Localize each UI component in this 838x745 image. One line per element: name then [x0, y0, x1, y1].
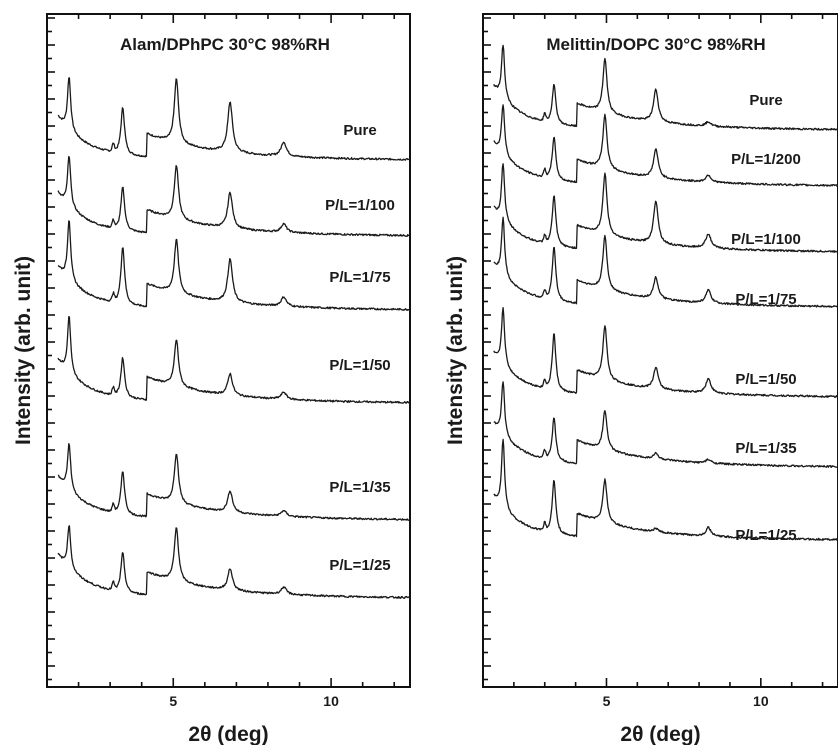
- left-panel-alam-dphpc: 5 10 2θ (deg) Intensity (arb. unit) Alam/DPh…: [12, 13, 411, 745]
- x-tick-label: 5: [603, 693, 611, 709]
- curve-label: P/L=1/25: [329, 557, 390, 574]
- curve-label: P/L=1/50: [735, 371, 796, 388]
- curve-label: P/L=1/25: [735, 527, 796, 544]
- panel-title: Alam/DPhPC 30°C 98%RH: [120, 35, 330, 54]
- y-axis-title: Intensity (arb. unit): [444, 256, 467, 445]
- curve-label: P/L=1/100: [325, 197, 395, 214]
- curve-label: P/L=1/35: [329, 479, 390, 496]
- diffraction-curve: [493, 216, 838, 308]
- diffraction-curve: [493, 104, 838, 187]
- curve-label: P/L=1/75: [735, 291, 796, 308]
- x-tick-label: 10: [323, 693, 339, 709]
- diffraction-curve: [57, 155, 410, 237]
- curve-label: P/L=1/50: [329, 357, 390, 374]
- plot-frame: [46, 13, 411, 688]
- x-axis-title: 2θ (deg): [620, 723, 700, 745]
- curve-label: P/L=1/35: [735, 440, 796, 457]
- panel-title: Melittin/DOPC 30°C 98%RH: [546, 35, 765, 54]
- curve-label: P/L=1/75: [329, 269, 390, 286]
- y-axis-title: Intensity (arb. unit): [12, 256, 35, 445]
- diffraction-curve: [493, 307, 838, 398]
- diffraction-curve: [493, 381, 838, 468]
- plot-frame: [482, 13, 838, 688]
- diffraction-curve: [57, 316, 411, 404]
- x-tick-label: 10: [753, 693, 769, 709]
- x-axis-title: 2θ (deg): [188, 723, 268, 745]
- curve-label: Pure: [343, 122, 376, 139]
- diffraction-curve: [493, 438, 838, 541]
- curve-label: P/L=1/200: [731, 151, 801, 168]
- x-tick-label: 5: [169, 693, 177, 709]
- right-panel-melittin-dopc: 5 10 2θ (deg) Intensity (arb. unit) Melittin…: [444, 13, 838, 745]
- diffraction-curve: [57, 220, 410, 311]
- diffraction-curve: [493, 163, 838, 253]
- curve-label: P/L=1/100: [731, 231, 801, 248]
- diffraction-curve: [57, 525, 410, 599]
- diffraction-curve: [57, 443, 411, 521]
- diffraction-curve: [57, 77, 411, 161]
- curve-label: Pure: [749, 92, 782, 109]
- diffraction-curve: [493, 44, 838, 131]
